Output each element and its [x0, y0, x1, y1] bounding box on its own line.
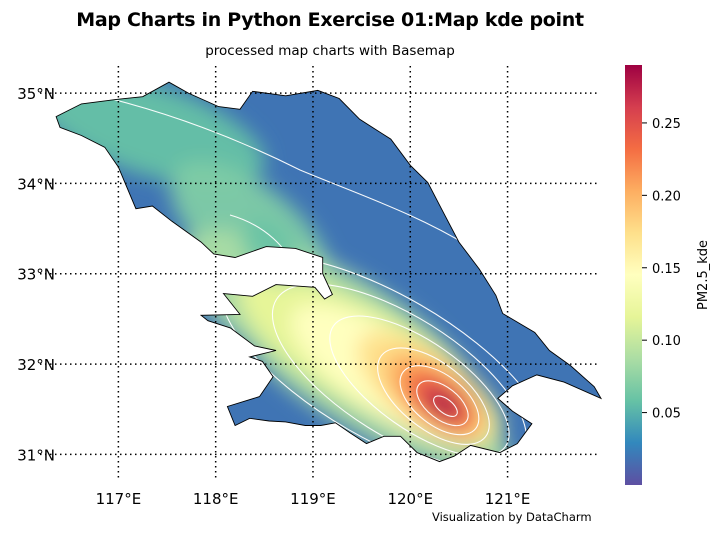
kde-contour — [399, 365, 480, 436]
colorbar: 0.05 0.10 0.15 0.20 0.25 PM2.5_kde — [625, 65, 711, 485]
graticule — [40, 66, 600, 480]
colorbar-label: PM2.5_kde — [696, 240, 711, 310]
colorbar-tick-label: 0.15 — [652, 262, 681, 277]
meridian-label: 117°E — [96, 490, 142, 508]
kde-contour — [433, 395, 458, 417]
meridian-label: 118°E — [193, 490, 239, 508]
colorbar-tick-label: 0.10 — [652, 334, 681, 349]
colorbar-tick-label: 0.20 — [652, 189, 681, 204]
meridian-label: 119°E — [290, 490, 336, 508]
credit-text: Visualization by DataCharm — [432, 510, 592, 524]
parallel-label: 31°N — [17, 446, 55, 464]
parallel-labels: 31°N 32°N 33°N 34°N 35°N — [17, 85, 55, 464]
kde-contour — [416, 380, 469, 427]
kde-contour — [329, 315, 510, 457]
meridian-label: 120°E — [387, 490, 433, 508]
chart-title: Map Charts in Python Exercise 01:Map kde… — [76, 9, 584, 31]
colorbar-tick-label: 0.05 — [652, 407, 681, 422]
meridian-labels: 117°E 118°E 119°E 120°E 121°E — [96, 490, 531, 508]
kde-contour — [94, 94, 476, 251]
chart-subtitle: processed map charts with Basemap — [205, 43, 455, 59]
parallel-label: 33°N — [17, 266, 55, 284]
parallel-label: 32°N — [17, 356, 55, 374]
colorbar-tick-label: 0.25 — [652, 117, 681, 132]
kde-contour — [377, 347, 490, 446]
region-boundary — [55, 81, 603, 463]
parallel-label: 35°N — [17, 85, 55, 103]
parallel-label: 34°N — [17, 175, 55, 193]
meridian-label: 121°E — [485, 490, 531, 508]
kde-surface — [56, 82, 602, 462]
